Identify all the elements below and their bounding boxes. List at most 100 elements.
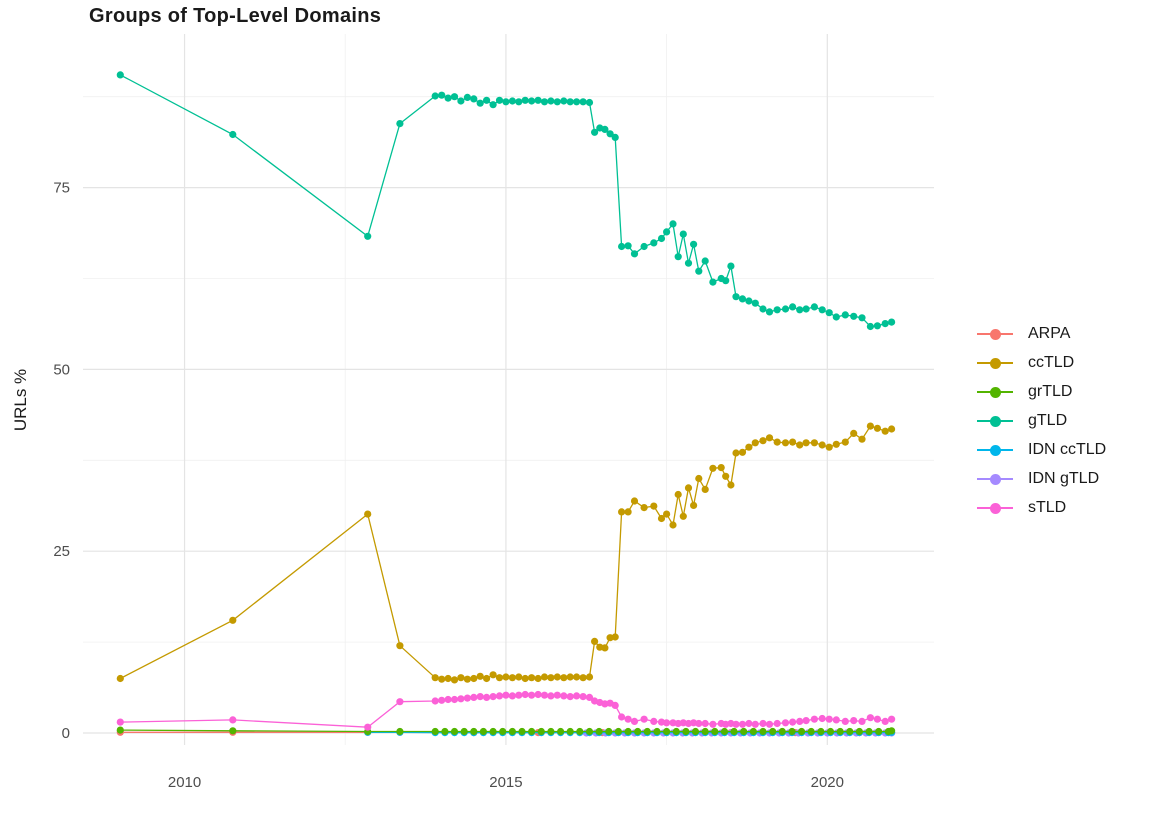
- data-point: [788, 727, 796, 736]
- data-point: [364, 723, 372, 731]
- data-point: [653, 727, 661, 736]
- data-point: [585, 673, 594, 681]
- data-point: [643, 727, 651, 736]
- data-point: [850, 312, 858, 320]
- data-point: [765, 720, 774, 728]
- data-point: [802, 439, 810, 447]
- data-point: [470, 727, 478, 736]
- data-point: [470, 693, 478, 702]
- data-point: [759, 719, 767, 728]
- data-point: [858, 314, 866, 322]
- data-point: [781, 439, 790, 447]
- data-point: [579, 98, 587, 106]
- data-point: [717, 464, 725, 472]
- data-point: [634, 727, 642, 736]
- data-point: [695, 267, 703, 275]
- data-point: [789, 438, 797, 446]
- data-point: [528, 97, 536, 105]
- data-point: [679, 512, 687, 520]
- data-point: [476, 99, 484, 107]
- data-point: [669, 521, 677, 529]
- data-point: [841, 311, 849, 319]
- data-point: [116, 718, 124, 726]
- data-point: [611, 633, 619, 641]
- data-point: [674, 490, 682, 499]
- legend-item-stld: sTLD: [977, 498, 1106, 518]
- data-point: [679, 230, 687, 238]
- data-point: [701, 257, 709, 265]
- data-point: [802, 717, 810, 725]
- data-point: [566, 673, 574, 681]
- data-point: [817, 727, 825, 736]
- data-point: [701, 727, 709, 736]
- data-point: [502, 98, 510, 106]
- data-point: [855, 727, 864, 736]
- data-point: [866, 322, 875, 331]
- data-point: [547, 97, 555, 105]
- data-point: [745, 719, 753, 728]
- legend-key-dot-icon: [990, 358, 1001, 369]
- data-point: [431, 727, 439, 736]
- data-point: [789, 303, 797, 311]
- data-point: [540, 673, 549, 681]
- series-stld: [116, 690, 896, 731]
- data-point: [751, 299, 759, 307]
- data-point: [663, 727, 671, 736]
- data-point: [573, 692, 581, 700]
- data-point: [807, 727, 815, 736]
- legend-swatch: [977, 473, 1013, 485]
- y-tick-label: 75: [53, 180, 70, 197]
- data-point: [470, 95, 478, 103]
- data-point: [672, 727, 680, 736]
- data-point: [751, 720, 759, 728]
- data-point: [444, 94, 452, 102]
- y-tick-label: 0: [62, 725, 70, 742]
- data-point: [553, 98, 561, 106]
- data-point: [663, 719, 671, 727]
- data-point: [479, 727, 487, 736]
- data-point: [691, 727, 700, 736]
- data-point: [650, 717, 658, 726]
- legend-swatch: [977, 328, 1013, 340]
- data-point: [701, 719, 709, 728]
- data-point: [798, 727, 806, 736]
- data-point: [888, 715, 896, 723]
- data-point: [881, 427, 889, 435]
- data-point: [759, 727, 767, 736]
- legend-label: ARPA: [1028, 325, 1071, 342]
- data-point: [865, 727, 873, 736]
- data-point: [740, 727, 748, 736]
- series-gtld: [116, 71, 896, 331]
- data-point: [682, 727, 690, 736]
- data-point: [640, 715, 648, 723]
- data-point: [709, 278, 717, 286]
- data-point: [745, 443, 753, 451]
- data-point: [722, 472, 730, 480]
- series-cctld: [116, 422, 896, 684]
- data-point: [684, 259, 693, 267]
- data-point: [606, 130, 614, 138]
- data-point: [229, 727, 237, 735]
- data-point: [818, 441, 826, 449]
- legend-item-arpa: ARPA: [977, 324, 1106, 344]
- data-point: [618, 242, 626, 251]
- y-tick-label: 25: [53, 543, 70, 560]
- data-point: [591, 128, 599, 136]
- data-point: [476, 672, 484, 680]
- data-point: [508, 97, 516, 105]
- data-point: [591, 637, 599, 646]
- data-point: [881, 717, 889, 726]
- data-point: [508, 692, 516, 700]
- data-point: [624, 242, 632, 250]
- legend-key-dot-icon: [990, 387, 1001, 398]
- data-point: [364, 510, 372, 518]
- x-tick-label: 2015: [489, 774, 522, 791]
- data-point: [630, 717, 639, 726]
- data-point: [759, 437, 767, 445]
- data-point: [431, 674, 439, 682]
- legend-swatch: [977, 444, 1013, 456]
- data-point: [489, 693, 497, 701]
- data-point: [745, 297, 753, 305]
- data-point: [495, 96, 504, 104]
